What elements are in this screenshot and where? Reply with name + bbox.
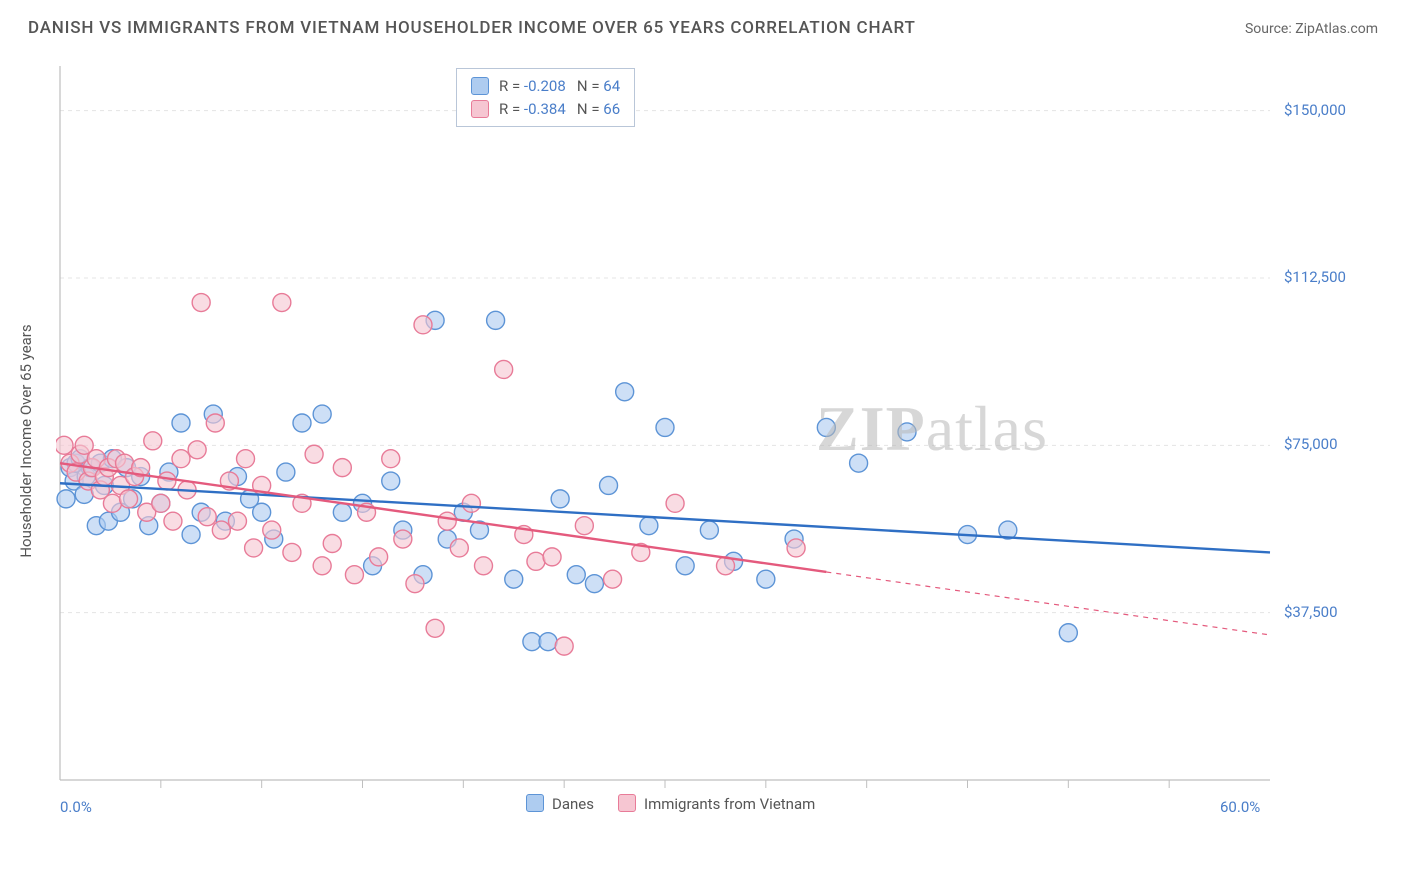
x-axis-min-label: 0.0%	[60, 798, 92, 816]
y-tick-label: $75,000	[1284, 435, 1338, 453]
x-axis-max-label: 60.0%	[1220, 798, 1260, 816]
correlation-legend: R = -0.208 N = 64R = -0.384 N = 66	[456, 68, 635, 127]
legend-item: Danes	[526, 794, 594, 813]
y-tick-label: $37,500	[1284, 603, 1338, 621]
legend-swatch	[471, 77, 489, 95]
chart-area: Householder Income Over 65 years ZIPatla…	[56, 62, 1336, 820]
source-label: Source: ZipAtlas.com	[1245, 21, 1378, 37]
y-tick-label: $150,000	[1284, 101, 1346, 119]
series-legend: Danes Immigrants from Vietnam	[526, 794, 815, 813]
legend-swatch	[471, 100, 489, 118]
correlation-row: R = -0.384 N = 66	[471, 98, 620, 121]
correlation-row: R = -0.208 N = 64	[471, 75, 620, 98]
y-tick-label: $112,500	[1284, 268, 1346, 286]
legend-item: Immigrants from Vietnam	[618, 794, 815, 813]
legend-label: Immigrants from Vietnam	[644, 795, 815, 813]
y-axis-label: Householder Income Over 65 years	[17, 324, 35, 557]
chart-title: DANISH VS IMMIGRANTS FROM VIETNAM HOUSEH…	[28, 18, 916, 38]
legend-label: Danes	[552, 795, 594, 813]
legend-swatch	[526, 794, 544, 812]
scatter-plot	[56, 62, 1336, 820]
legend-swatch	[618, 794, 636, 812]
